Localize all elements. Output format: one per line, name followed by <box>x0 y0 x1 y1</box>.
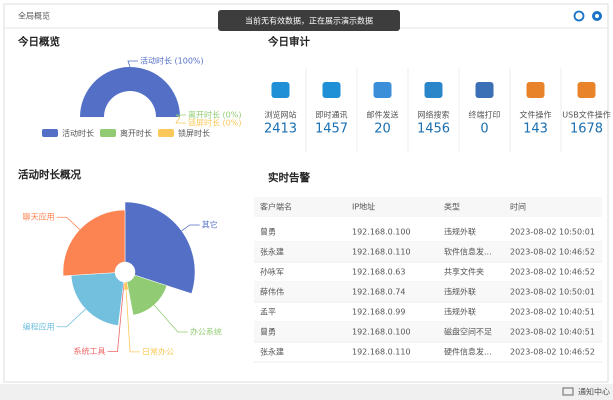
row-stripe <box>254 322 602 342</box>
audit-label: 浏览网站 <box>265 110 297 120</box>
settings-icon[interactable] <box>592 11 602 21</box>
audit-label: 网络搜索 <box>418 110 450 120</box>
label-leader <box>127 60 138 68</box>
audit-label: 邮件发送 <box>367 110 399 120</box>
audit-icon <box>475 82 494 98</box>
table-cell: 192.168.0.110 <box>352 348 411 357</box>
row-stripe <box>254 282 602 302</box>
table-cell: 192.168.0.110 <box>352 248 411 257</box>
audit-value: 0 <box>480 122 488 137</box>
table-cell: 192.168.0.100 <box>352 228 411 237</box>
table-cell: 软件信息发... <box>444 247 492 257</box>
sector-label: 编程应用 <box>23 321 55 331</box>
table-cell: 2023-08-02 10:50:01 <box>510 288 595 297</box>
table-cell: 薛伟伟 <box>260 287 284 297</box>
table-cell: 2023-08-02 10:46:52 <box>510 348 595 357</box>
table-header <box>254 197 602 217</box>
table-cell: 磁盘空间不足 <box>444 327 492 337</box>
overview-title: 今日概览 <box>17 35 60 48</box>
column-header: 类型 <box>444 202 460 212</box>
data-label: 活动时长 (100%) <box>140 56 204 66</box>
donut-segment <box>80 67 180 117</box>
table-cell: 192.168.0.63 <box>352 268 405 277</box>
audit-value: 1678 <box>570 122 603 137</box>
label-leader <box>56 308 86 328</box>
table-cell: 曾勇 <box>260 327 276 337</box>
sector-label: 日常办公 <box>142 346 174 356</box>
table-cell: 2023-08-02 10:50:01 <box>510 228 595 237</box>
legend-swatch <box>42 129 58 137</box>
header-title: 全局概览 <box>18 11 50 21</box>
audit-icon <box>424 82 443 98</box>
table-cell: 曾勇 <box>260 227 276 237</box>
data-label: 离开时长 (0%) <box>188 110 241 120</box>
audit-icon <box>526 82 545 98</box>
row-stripe <box>254 242 602 262</box>
sector-label: 聊天应用 <box>23 212 55 222</box>
audit-value: 1457 <box>315 122 348 137</box>
table-cell: 张永建 <box>260 347 284 357</box>
audit-icon <box>271 82 290 98</box>
data-label: 锁屏时长 (0%) <box>188 118 241 128</box>
sector-label: 系统工具 <box>73 346 105 356</box>
label-leader <box>125 289 141 353</box>
frame <box>3 3 609 383</box>
table-cell: 硬件信息发... <box>444 347 492 357</box>
audit-icon <box>322 82 341 98</box>
notice-toast <box>218 10 400 31</box>
label-leader <box>175 114 186 118</box>
audit-value: 143 <box>523 122 548 137</box>
notice-text: 当前无有效数据，正在展示演示数据 <box>245 16 373 26</box>
rose-hole <box>115 262 135 282</box>
audit-label: 文件操作 <box>520 110 552 120</box>
column-header: IP地址 <box>352 202 375 212</box>
audit-label: USB文件操作 <box>562 110 610 120</box>
audit-label: 终端打印 <box>469 110 501 120</box>
activity-title: 活动时长概况 <box>18 168 81 181</box>
table-cell: 孙咏军 <box>260 267 284 277</box>
label-leader <box>56 216 81 230</box>
table-cell: 2023-08-02 10:46:52 <box>510 248 595 257</box>
table-cell: 2023-08-02 10:46:52 <box>510 268 595 277</box>
legend-label: 活动时长 <box>62 128 94 138</box>
refresh-icon[interactable] <box>573 10 585 22</box>
audit-value: 1456 <box>417 122 450 137</box>
mail-icon[interactable] <box>562 387 574 396</box>
table-cell: 共享文件夹 <box>444 267 484 277</box>
table-cell: 违规外联 <box>444 287 476 297</box>
legend-label: 离开时长 <box>120 128 152 138</box>
legend-swatch <box>158 129 174 137</box>
table-cell: 违规外联 <box>444 227 476 237</box>
table-cell: 孟平 <box>260 307 276 317</box>
sector-label: 办公系统 <box>190 327 222 337</box>
audit-value: 20 <box>374 122 391 137</box>
audit-value: 2413 <box>264 122 297 137</box>
label-leader <box>107 283 125 353</box>
column-header: 客户端名 <box>260 202 292 212</box>
table-cell: 192.168.0.99 <box>352 308 405 317</box>
label-leader <box>181 224 200 232</box>
notification-center[interactable]: 通知中心 <box>578 387 610 397</box>
table-cell: 192.168.0.74 <box>352 288 405 297</box>
column-header: 时间 <box>510 202 526 212</box>
table-cell: 违规外联 <box>444 307 476 317</box>
label-leader <box>153 304 188 333</box>
alerts-title: 实时告警 <box>268 171 310 184</box>
table-cell: 张永建 <box>260 247 284 257</box>
audit-icon <box>373 82 392 98</box>
legend-swatch <box>100 129 116 137</box>
audit-icon <box>577 82 596 98</box>
legend-label: 锁屏时长 <box>178 128 210 138</box>
audit-title: 今日审计 <box>267 35 310 48</box>
audit-label: 即时通讯 <box>316 110 348 120</box>
sector-label: 其它 <box>202 219 218 229</box>
table-cell: 2023-08-02 10:40:51 <box>510 328 595 337</box>
label-leader <box>175 116 186 124</box>
table-cell: 192.168.0.100 <box>352 328 411 337</box>
status-bar <box>0 384 613 400</box>
table-cell: 2023-08-02 10:40:51 <box>510 308 595 317</box>
